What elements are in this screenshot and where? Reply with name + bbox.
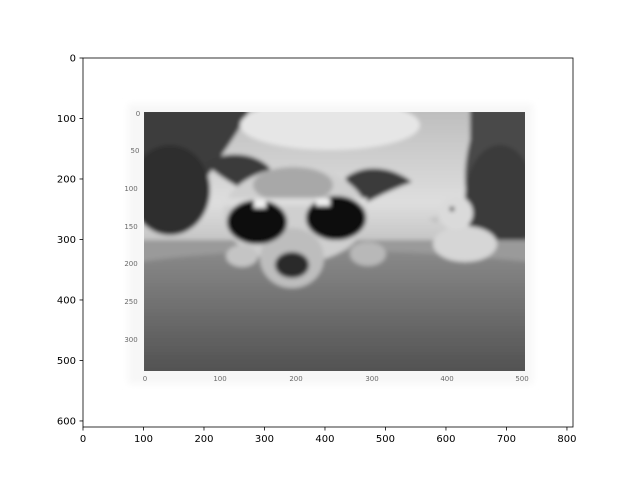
right-tree-shadow	[465, 145, 525, 255]
dog-nose	[275, 252, 309, 278]
left-tree-shadow	[144, 145, 210, 235]
x-tick-label: 500	[376, 434, 395, 445]
inner-x-tick-labels: 0 100 200 300 400 500	[143, 375, 529, 383]
x-tick-label: 300	[255, 434, 274, 445]
inner-y-tick: 100	[124, 185, 137, 193]
x-tick-label: 600	[436, 434, 455, 445]
inner-y-tick: 150	[124, 223, 137, 231]
x-tick-label: 100	[134, 434, 153, 445]
dog-paw-right	[350, 242, 386, 266]
y-tick-label: 300	[57, 235, 76, 246]
y-tick-label: 500	[57, 356, 76, 367]
x-axis: 0 100 200 300 400 500 600 700 800	[80, 427, 576, 445]
sunglasses-lens-right	[306, 196, 366, 240]
sunglasses-lens-left	[227, 200, 287, 244]
x-tick-label: 800	[557, 434, 576, 445]
x-tick-label: 0	[80, 434, 86, 445]
x-tick-label: 400	[315, 434, 334, 445]
inner-x-tick: 300	[365, 375, 378, 383]
rubber-duck-head	[439, 196, 473, 230]
rubber-duck-body	[433, 226, 497, 262]
inner-x-tick: 0	[143, 375, 147, 383]
y-tick-label: 100	[57, 114, 76, 125]
sky-highlight	[240, 112, 420, 150]
inner-x-tick: 200	[289, 375, 302, 383]
inner-x-tick: 100	[213, 375, 226, 383]
inner-y-tick: 300	[124, 336, 137, 344]
inner-x-tick: 500	[515, 375, 528, 383]
x-tick-label: 700	[497, 434, 516, 445]
x-tick-label: 200	[194, 434, 213, 445]
dog-ear-right	[345, 168, 412, 205]
y-tick-label: 0	[70, 54, 76, 65]
rubber-duck-beak	[428, 216, 438, 224]
y-tick-label: 200	[57, 174, 76, 185]
inner-y-tick: 50	[131, 147, 140, 155]
inner-y-tick: 0	[136, 110, 140, 118]
sunglasses-frame	[222, 198, 367, 206]
inner-y-tick: 200	[124, 260, 137, 268]
inner-y-tick: 250	[124, 298, 137, 306]
y-tick-label: 600	[57, 416, 76, 427]
rubber-duck-eye	[449, 206, 455, 212]
y-axis: 0 100 200 300 400 500 600	[57, 54, 83, 427]
pool-edge	[144, 250, 525, 371]
photo	[144, 112, 525, 371]
inner-y-tick-labels: 0 50 100 150 200 250 300	[124, 110, 140, 344]
sunglasses-glint-right	[316, 198, 330, 206]
inner-x-tick: 400	[440, 375, 453, 383]
y-tick-label: 400	[57, 295, 76, 306]
dog-paw-left	[226, 245, 258, 267]
sunglasses-glint-left	[254, 200, 266, 208]
dog-forehead	[253, 167, 333, 203]
